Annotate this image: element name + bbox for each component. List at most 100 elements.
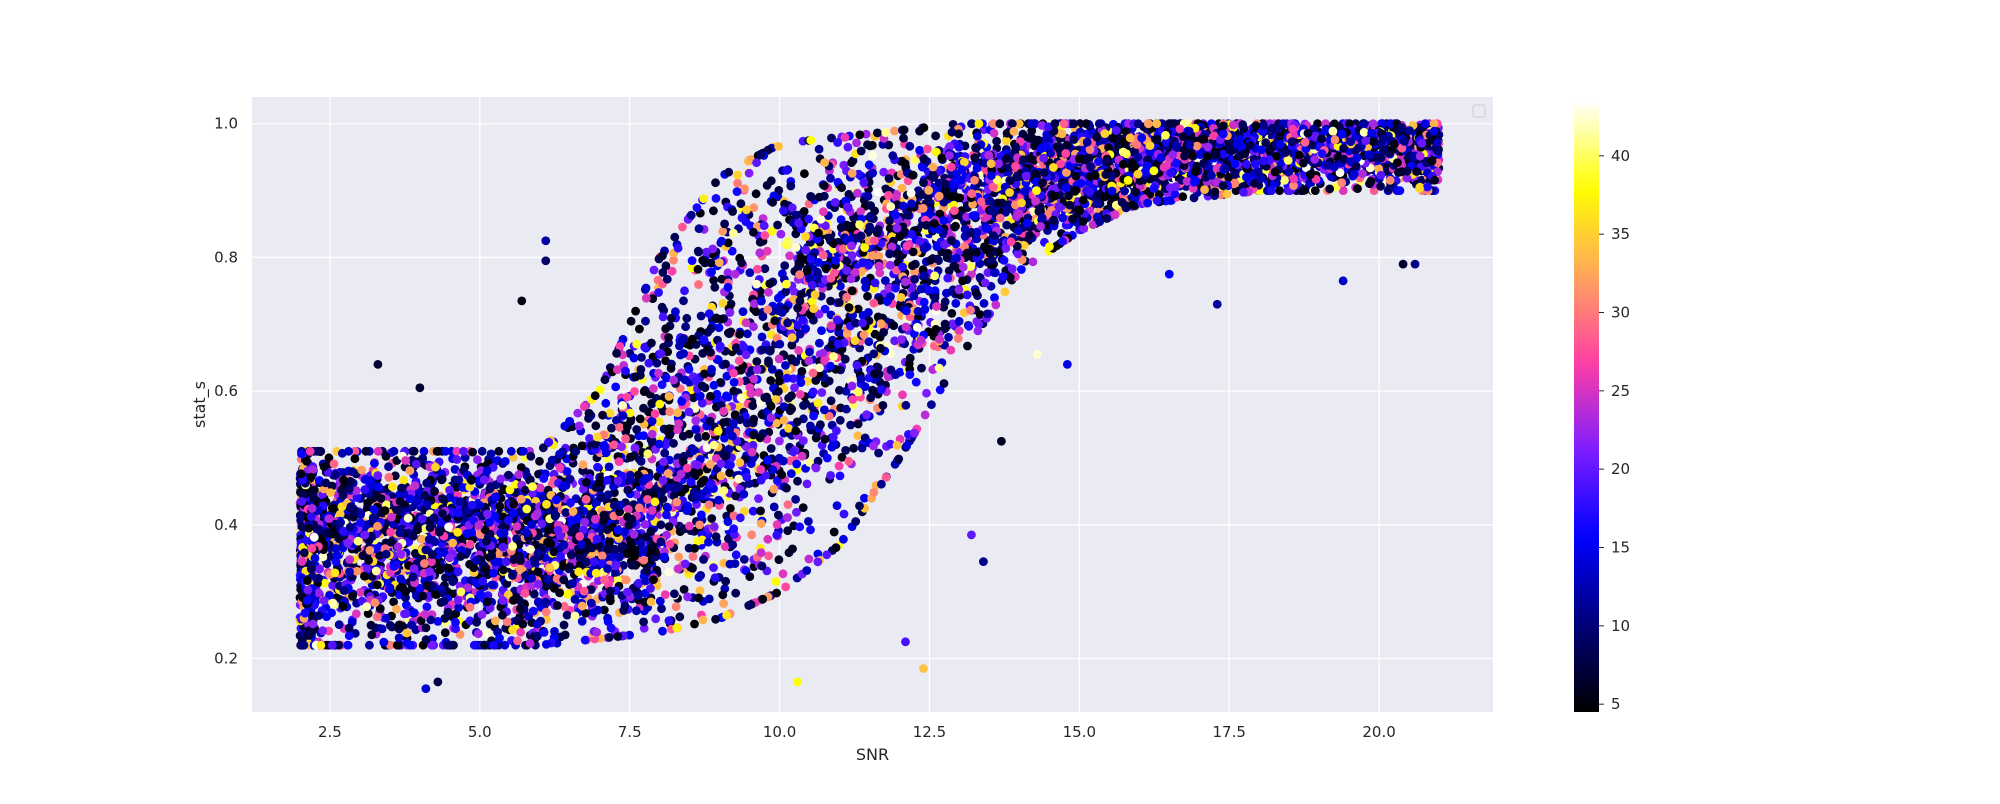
- scatter-point: [642, 294, 651, 303]
- scatter-point: [830, 528, 839, 537]
- scatter-point: [384, 473, 393, 482]
- scatter-point: [639, 618, 648, 627]
- scatter-point: [844, 143, 853, 152]
- scatter-point: [944, 333, 953, 342]
- scatter-point: [817, 388, 826, 397]
- scatter-point: [699, 555, 708, 564]
- scatter-point: [515, 470, 524, 479]
- scatter-point: [758, 333, 767, 342]
- scatter-point: [661, 590, 670, 599]
- scatter-point: [1178, 192, 1187, 201]
- scatter-point: [679, 296, 688, 305]
- scatter-point: [593, 463, 602, 472]
- scatter-point: [718, 227, 727, 236]
- scatter-point: [815, 339, 824, 348]
- scatter-point: [740, 555, 749, 564]
- scatter-point: [707, 514, 716, 523]
- scatter-point: [694, 280, 703, 289]
- scatter-point: [530, 590, 539, 599]
- scatter-point: [779, 569, 788, 578]
- scatter-point: [680, 286, 689, 295]
- scatter-point: [791, 495, 800, 504]
- scatter-point: [714, 427, 723, 436]
- scatter-point: [710, 522, 719, 531]
- scatter-point: [764, 356, 773, 365]
- scatter-point: [707, 259, 716, 268]
- scatter-point: [1001, 287, 1010, 296]
- scatter-point: [362, 447, 371, 456]
- scatter-point: [694, 265, 703, 274]
- scatter-point: [734, 475, 743, 484]
- scatter-point: [890, 127, 899, 136]
- scatter-point: [712, 194, 721, 203]
- scatter-point: [765, 279, 774, 288]
- scatter-point: [695, 224, 704, 233]
- scatter-point: [941, 297, 950, 306]
- scatter-point: [478, 447, 487, 456]
- scatter-point: [775, 437, 784, 446]
- scatter-point: [1223, 190, 1232, 199]
- scatter-point: [454, 476, 463, 485]
- scatter-point: [647, 399, 656, 408]
- scatter-point: [846, 421, 855, 430]
- scatter-point: [650, 266, 659, 275]
- scatter-point: [581, 636, 590, 645]
- scatter-point: [767, 444, 776, 453]
- scatter-point: [1017, 265, 1026, 274]
- scatter-point: [605, 463, 614, 472]
- scatter-point: [672, 602, 681, 611]
- scatter-point: [473, 455, 482, 464]
- scatter-point: [630, 354, 639, 363]
- scatter-point: [839, 535, 848, 544]
- scatter-point: [871, 279, 880, 288]
- scatter-point: [561, 631, 570, 640]
- scatter-point: [598, 411, 607, 420]
- scatter-point: [729, 229, 738, 238]
- scatter-point: [795, 522, 804, 531]
- scatter-point: [710, 381, 719, 390]
- scatter-point: [739, 307, 748, 316]
- scatter-point: [601, 399, 610, 408]
- scatter-point: [731, 589, 740, 598]
- scatter-point: [932, 302, 941, 311]
- scatter-point: [782, 166, 791, 175]
- scatter-point: [832, 543, 841, 552]
- scatter-point: [681, 322, 690, 331]
- scatter-point: [707, 324, 716, 333]
- scatter-point: [912, 378, 921, 387]
- scatter-point: [899, 134, 908, 143]
- scatter-point: [915, 146, 924, 155]
- scatter-point: [855, 130, 864, 139]
- scatter-point: [836, 416, 845, 425]
- scatter-point: [631, 307, 640, 316]
- scatter-point: [965, 322, 974, 331]
- scatter-point: [658, 303, 667, 312]
- scatter-point: [721, 542, 730, 551]
- scatter-point: [863, 292, 872, 301]
- scatter-point: [840, 510, 849, 519]
- scatter-point: [917, 364, 926, 373]
- scatter-point: [813, 558, 822, 567]
- scatter-point: [799, 503, 808, 512]
- scatter-point: [628, 561, 637, 570]
- scatter-point: [783, 526, 792, 535]
- scatter-point: [607, 624, 616, 633]
- scatter-point: [605, 633, 614, 642]
- scatter-point: [356, 588, 365, 597]
- scatter-point: [775, 355, 784, 364]
- scatter-point: [966, 262, 975, 271]
- scatter-point: [822, 550, 831, 559]
- scatter-point: [611, 383, 620, 392]
- scatter-point: [491, 617, 500, 626]
- scatter-point: [679, 432, 688, 441]
- scatter-point: [718, 590, 727, 599]
- scatter-point: [689, 552, 698, 561]
- scatter-point: [573, 409, 582, 418]
- scatter-point: [728, 540, 737, 549]
- scatter-point: [784, 500, 793, 509]
- scatter-point: [804, 517, 813, 526]
- scatter-point: [763, 247, 772, 256]
- scatter-point: [740, 184, 749, 193]
- scatter-point: [657, 604, 666, 613]
